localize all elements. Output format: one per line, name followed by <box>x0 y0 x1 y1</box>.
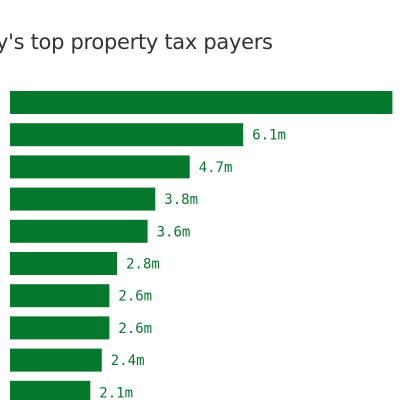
bar-8 <box>10 316 110 340</box>
bar-4 <box>10 187 156 211</box>
bar-value-label-10: 2.1m <box>99 385 133 400</box>
bar-value-label-3: 4.7m <box>199 160 233 176</box>
bar-1 <box>10 91 393 114</box>
bar-value-label-2: 6.1m <box>252 128 286 144</box>
bar-2 <box>10 123 244 147</box>
bar-value-label-4: 3.8m <box>164 192 198 208</box>
bar-7 <box>10 284 110 308</box>
bar-value-label-7: 2.6m <box>118 289 152 305</box>
bar-value-label-9: 2.4m <box>111 353 145 369</box>
bar-9 <box>10 348 102 372</box>
bar-value-label-8: 2.6m <box>118 321 152 337</box>
bar-5 <box>10 219 148 243</box>
bar-value-label-5: 3.6m <box>157 224 191 240</box>
bar-6 <box>10 252 118 275</box>
bar-3 <box>10 155 190 179</box>
chart-title: y's top property tax payers <box>0 30 273 54</box>
bar-value-label-6: 2.8m <box>126 257 160 273</box>
bar-10 <box>10 380 91 400</box>
